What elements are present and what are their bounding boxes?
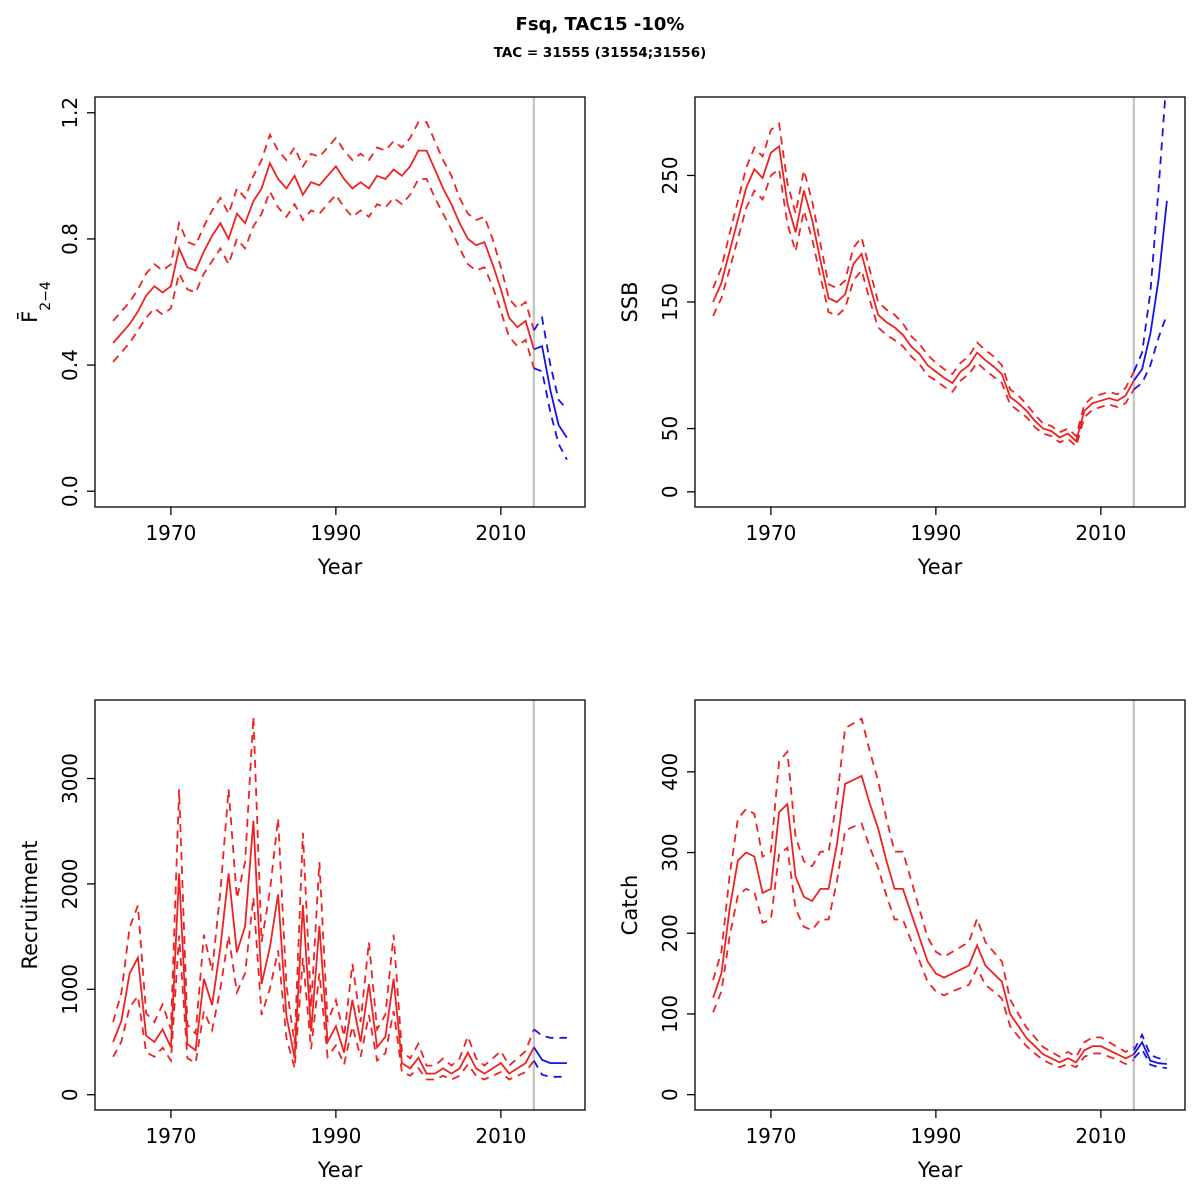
panel-recruitment: 1970 1990 2010 0 1000 2000 3000 Year Recruitment — [18, 699, 586, 1182]
series-history-median — [112, 149, 535, 350]
series-history-lower — [712, 822, 1135, 1069]
series-forecast-upper — [533, 1028, 567, 1039]
plot-box — [94, 699, 586, 1111]
y-tick-label: 3000 — [58, 753, 82, 804]
series-forecast-median — [1133, 1040, 1167, 1065]
figure-subtitle: TAC = 31555 (31554;31556) — [493, 45, 707, 61]
x-tick-label: 1990 — [310, 1124, 361, 1148]
x-tick-label: 1990 — [910, 521, 961, 545]
y-axis-title: Catch — [618, 875, 642, 936]
series-forecast-median — [533, 344, 568, 439]
x-tick-label: 1970 — [145, 521, 196, 545]
plot-box — [694, 699, 1186, 1111]
x-tick-label: 1970 — [145, 1124, 196, 1148]
y-tick-label: 150 — [658, 283, 682, 321]
y-tick-label: 0.8 — [58, 223, 82, 255]
y-tick-label: 1000 — [58, 964, 82, 1015]
series-history-upper — [712, 121, 1135, 438]
series-history-lower — [112, 897, 535, 1081]
series-history-upper — [712, 717, 1135, 1058]
y-tick-label: 200 — [658, 914, 682, 952]
series-history-median — [712, 774, 1135, 1064]
x-tick-label: 1990 — [310, 521, 361, 545]
plot-box — [94, 96, 586, 508]
series-forecast-lower — [1133, 314, 1168, 391]
series-forecast-upper — [1133, 97, 1167, 372]
x-tick-label: 1970 — [745, 521, 796, 545]
y-axis-title: SSB — [618, 281, 642, 322]
x-tick-label: 2010 — [475, 521, 526, 545]
panel-fbar: 1970 1990 2010 0.0 0.4 0.8 1.2 Year F̄2−4 — [17, 96, 586, 579]
y-axis-title: F̄2−4 — [17, 281, 54, 323]
y-tick-label: 0.4 — [58, 349, 82, 381]
panel-catch: 1970 1990 2010 0 100 200 300 400 Year Catch — [618, 699, 1186, 1182]
series-history-upper — [112, 121, 535, 331]
y-tick-label: 0 — [658, 1088, 682, 1101]
x-tick-label: 2010 — [1075, 521, 1126, 545]
series-forecast-median — [1133, 200, 1168, 382]
series-forecast-median — [533, 1046, 567, 1065]
series-forecast-lower — [1133, 1047, 1167, 1069]
series-history-median — [712, 144, 1135, 443]
figure-title: Fsq, TAC15 -10% — [515, 14, 685, 35]
y-tick-label: 400 — [658, 753, 682, 791]
y-tick-label: 300 — [658, 833, 682, 871]
y-tick-label: 0 — [58, 1088, 82, 1101]
series-forecast-upper — [533, 315, 568, 410]
x-axis-title: Year — [917, 1158, 963, 1182]
x-tick-label: 1970 — [745, 1124, 796, 1148]
series-history-median — [112, 820, 535, 1075]
x-tick-label: 2010 — [475, 1124, 526, 1148]
x-axis-title: Year — [917, 555, 963, 579]
y-tick-label: 0.0 — [58, 475, 82, 507]
y-tick-label: 1.2 — [58, 97, 82, 129]
x-axis-title: Year — [317, 1158, 363, 1182]
y-tick-label: 100 — [658, 995, 682, 1033]
y-tick-label: 0 — [658, 485, 682, 498]
series-forecast-lower — [533, 367, 568, 461]
y-axis-title: Recruitment — [18, 840, 42, 969]
x-axis-title: Year — [317, 555, 363, 579]
series-history-lower — [712, 167, 1135, 448]
y-tick-label: 2000 — [58, 858, 82, 909]
series-history-lower — [112, 178, 535, 369]
y-tick-label: 250 — [658, 156, 682, 194]
x-tick-label: 1990 — [910, 1124, 961, 1148]
x-tick-label: 2010 — [1075, 1124, 1126, 1148]
panel-ssb: 1970 1990 2010 0 50 150 250 Year SSB — [618, 96, 1186, 579]
series-forecast-lower — [533, 1060, 567, 1078]
y-tick-label: 50 — [658, 416, 682, 441]
